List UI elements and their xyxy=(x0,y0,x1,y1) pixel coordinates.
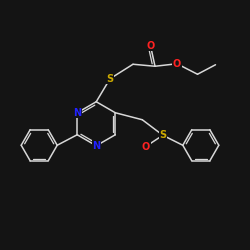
Text: S: S xyxy=(159,130,166,140)
Text: O: O xyxy=(173,59,181,69)
Text: N: N xyxy=(73,108,81,118)
Text: O: O xyxy=(146,41,154,51)
Text: N: N xyxy=(92,141,100,151)
Text: O: O xyxy=(142,142,150,152)
Text: S: S xyxy=(106,74,114,84)
